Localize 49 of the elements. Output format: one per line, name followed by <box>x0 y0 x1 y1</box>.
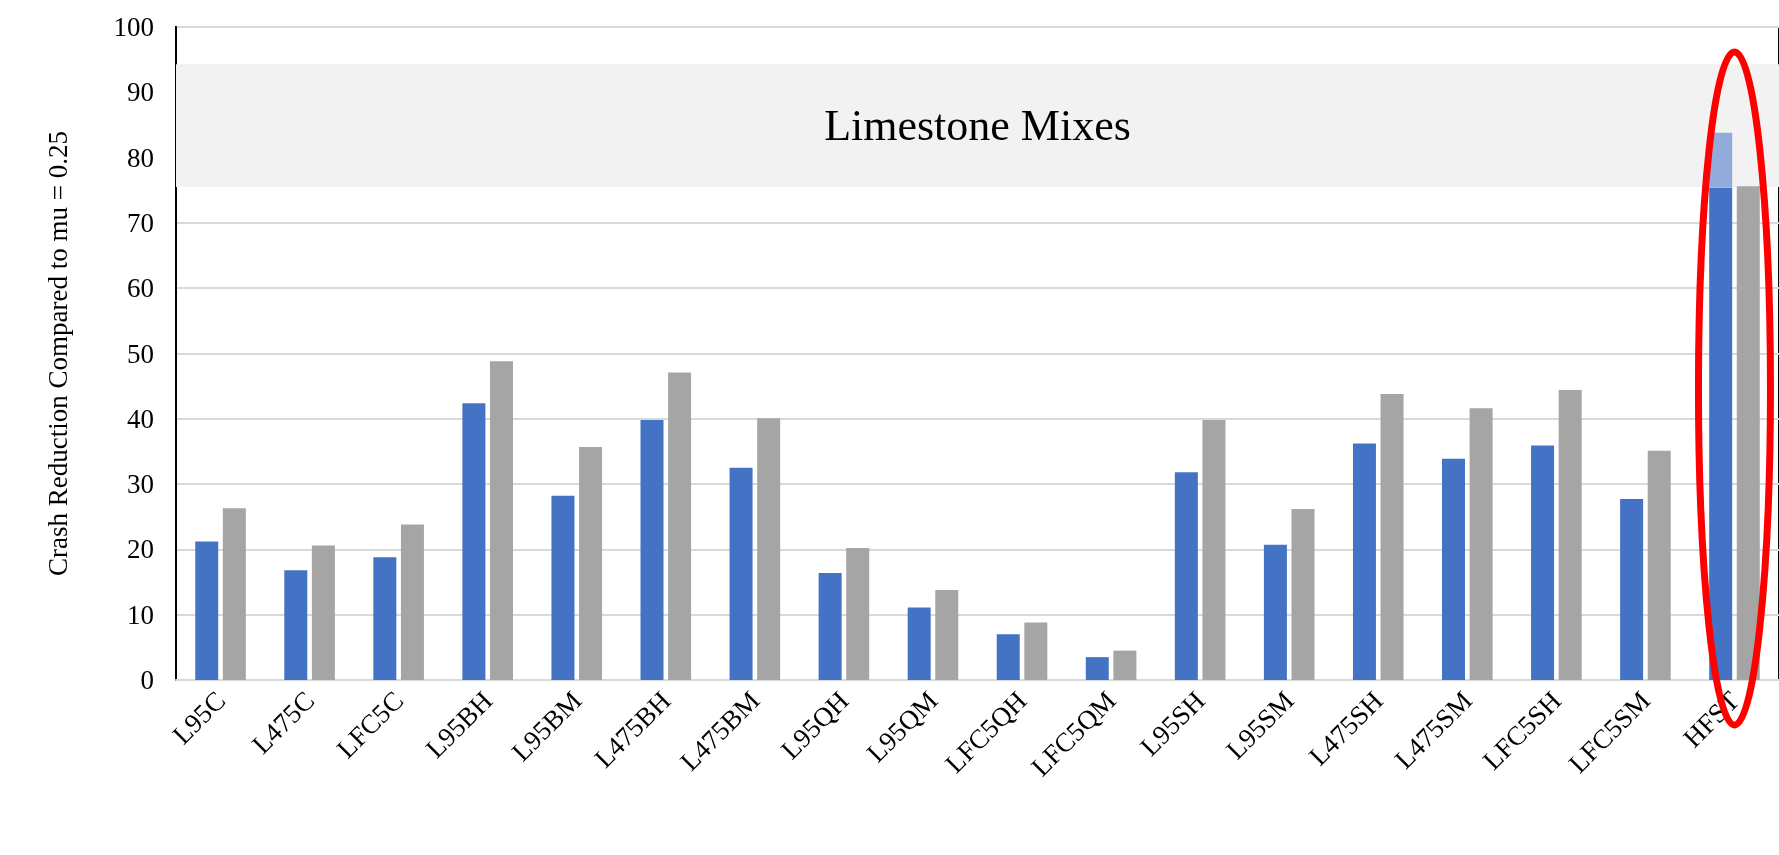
y-tick-label: 90 <box>127 77 154 108</box>
bar <box>551 495 575 680</box>
y-tick-label: 40 <box>127 403 154 434</box>
bar <box>1113 650 1137 680</box>
bar <box>1709 187 1733 680</box>
bar <box>462 403 486 680</box>
y-axis-title: Crash Reduction Compared to mu = 0.25 <box>42 131 73 576</box>
y-tick-label: 30 <box>127 469 154 500</box>
bar <box>668 372 692 680</box>
bar <box>1469 408 1493 680</box>
bar <box>640 420 664 680</box>
bar <box>757 418 781 680</box>
bar <box>1263 544 1287 680</box>
bar <box>195 541 219 680</box>
bar <box>284 570 308 680</box>
bar <box>1085 657 1109 680</box>
y-tick-label: 50 <box>127 338 154 369</box>
bar <box>1647 450 1671 680</box>
bar <box>996 634 1020 680</box>
bar <box>400 524 424 680</box>
bar <box>1531 445 1555 680</box>
bar <box>729 467 753 680</box>
bar <box>1352 443 1376 680</box>
bar <box>1291 508 1315 680</box>
bar <box>818 572 842 680</box>
y-tick-label: 20 <box>127 534 154 565</box>
bar <box>373 557 397 680</box>
bar <box>222 508 246 680</box>
bar <box>1442 458 1466 680</box>
bar <box>935 589 959 680</box>
bar <box>1024 622 1048 680</box>
bar <box>846 548 870 680</box>
bar <box>907 607 931 680</box>
y-tick-label: 10 <box>127 599 154 630</box>
y-tick-label: 80 <box>127 142 154 173</box>
bar <box>311 545 335 680</box>
bar <box>1202 420 1226 680</box>
band-label: Limestone Mixes <box>824 101 1131 151</box>
bar <box>579 446 603 680</box>
y-tick-label: 100 <box>113 12 154 42</box>
y-tick-label: 60 <box>127 273 154 304</box>
bar <box>489 361 513 680</box>
y-tick-label: 70 <box>127 207 154 238</box>
bar <box>1380 393 1404 680</box>
bar <box>1736 186 1760 680</box>
bar <box>1558 390 1582 680</box>
bar <box>1174 472 1198 680</box>
y-tick-label: 0 <box>140 665 154 695</box>
bar <box>1620 499 1644 680</box>
